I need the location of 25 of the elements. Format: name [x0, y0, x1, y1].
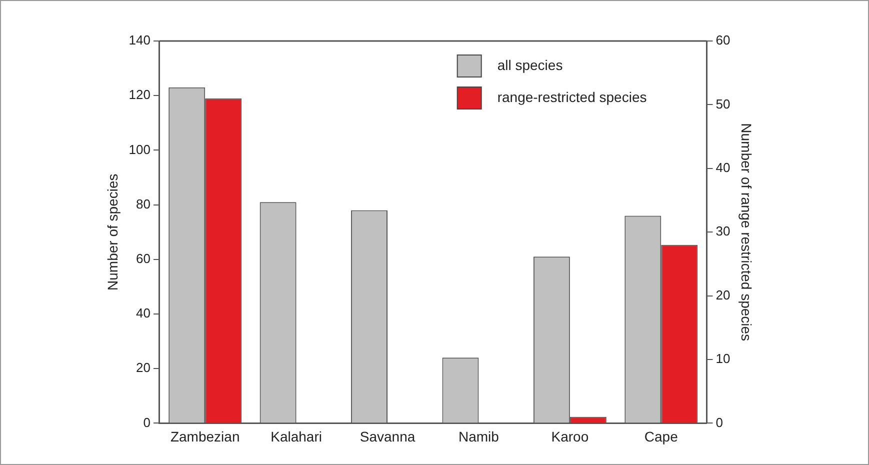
y-tick-label: 100 [128, 142, 150, 157]
x-tick-label: Namib [458, 428, 500, 444]
x-tick-label: Cape [644, 428, 678, 444]
y2-tick-label: 60 [716, 32, 730, 48]
y2-tick-label: 30 [716, 224, 730, 239]
x-tick-label: Zambezian [170, 428, 240, 444]
y2-tick-label: 0 [716, 414, 723, 430]
y2-tick-label: 20 [716, 287, 730, 302]
x-tick-label: Karoo [551, 428, 589, 444]
y-tick-label: 60 [136, 250, 150, 266]
y-tick-label: 20 [136, 360, 150, 376]
y-tick-label: 0 [143, 414, 150, 430]
x-tick-label: Savanna [360, 428, 416, 444]
y-tick-label: 140 [128, 32, 150, 48]
y-axis-title: Number of species [104, 174, 120, 290]
y2-axis-title: Number of range restricted species [738, 123, 755, 342]
legend-label: all species [497, 56, 563, 73]
y-tick-label: 80 [136, 196, 150, 212]
y2-tick-label: 50 [716, 96, 730, 112]
x-tick-label: Kalahari [270, 428, 322, 444]
y-tick-label: 120 [128, 87, 150, 102]
y2-tick-label: 10 [716, 351, 730, 366]
y2-tick-label: 40 [716, 160, 730, 175]
y-tick-label: 40 [136, 306, 150, 321]
legend-label: range-restricted species [497, 88, 647, 105]
